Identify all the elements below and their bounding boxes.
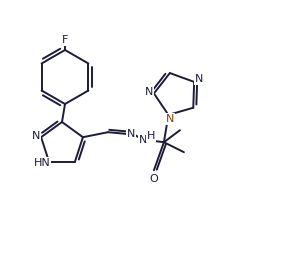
- Text: N: N: [145, 87, 153, 97]
- Text: H: H: [147, 131, 155, 141]
- Text: N: N: [127, 129, 135, 139]
- Text: N: N: [139, 135, 147, 145]
- Text: O: O: [150, 174, 158, 184]
- Text: F: F: [62, 35, 68, 45]
- Text: N: N: [195, 74, 203, 84]
- Text: N: N: [32, 131, 40, 141]
- Text: N: N: [166, 114, 174, 124]
- Text: HN: HN: [34, 158, 50, 168]
